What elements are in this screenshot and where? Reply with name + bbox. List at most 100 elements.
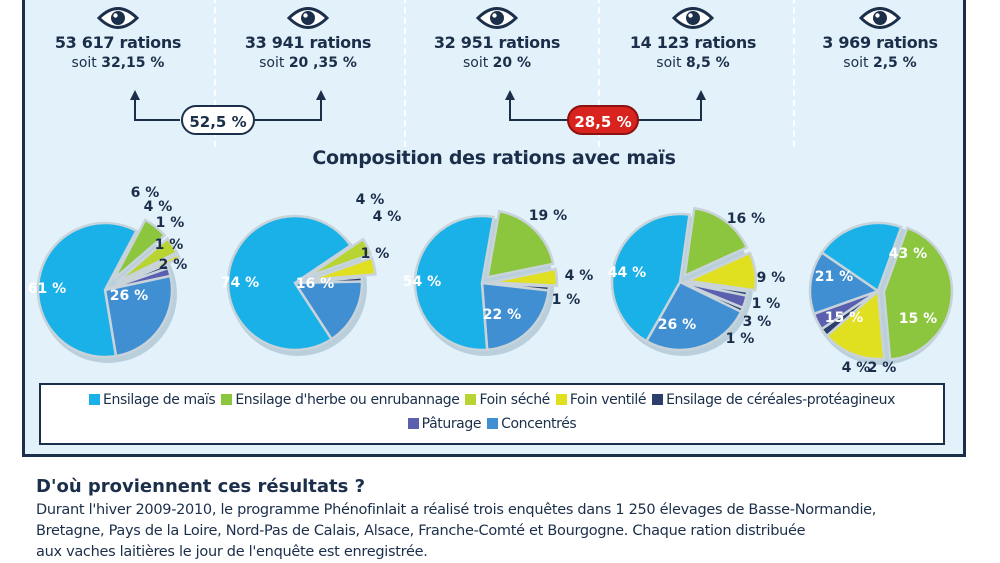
eye-icon — [287, 7, 329, 29]
pie-slice-label: 1 % — [726, 331, 755, 347]
pie-slice-label: 1 % — [155, 237, 184, 253]
pie-slice-label: 44 % — [608, 265, 646, 281]
pie-slice — [226, 214, 353, 352]
legend-swatch — [652, 394, 664, 405]
legend-label: Foin séché — [479, 392, 550, 408]
pie-slice — [292, 280, 364, 341]
legend-row: Pâturage Concentrés — [41, 415, 943, 433]
pie-slice-label: 61 % — [28, 281, 66, 297]
pie-slice — [683, 206, 749, 278]
pie-chart: 19 % 4 % 1 % 22 % 54 % — [403, 208, 593, 356]
ration-count: 53 617 rations — [54, 33, 182, 52]
pie-slice-label: 16 % — [296, 276, 334, 292]
legend-label: Ensilage de céréales-protéagineux — [666, 392, 895, 408]
pie-slice — [413, 214, 496, 352]
stat-group-3: 32 951 rations soit 20 % — [407, 5, 587, 71]
legend-item: Foin ventilé — [555, 392, 647, 408]
pie-slice-label: 1 % — [156, 215, 185, 231]
pie-slice-label: 1 % — [361, 246, 390, 262]
group-total-badge: 28,5 % — [567, 105, 639, 135]
pie-slice — [306, 237, 373, 278]
pie-slice-label: 4 % — [842, 360, 871, 376]
article-body: Durant l'hiver 2009-2010, le programme P… — [36, 500, 986, 563]
pie-slice-label: 1 % — [752, 296, 781, 312]
pie-slice — [610, 212, 691, 343]
eye-icon — [476, 7, 518, 29]
column-separator — [598, 0, 600, 147]
chart-title: Composition des rations avec maïs — [312, 147, 676, 169]
ration-count: 14 123 rations — [629, 33, 757, 52]
pie-slice — [644, 280, 743, 352]
pie-charts: 6 %4 %1 %1 %2 %26 %61 %4 %4 %1 %16 %74 %… — [28, 185, 954, 376]
pie-slice — [480, 281, 550, 352]
pie-slice-label: 2 % — [159, 257, 188, 273]
pie-slice-label: 54 % — [403, 274, 441, 290]
legend-label: Concentrés — [501, 416, 577, 432]
legend-label: Ensilage d'herbe ou enrubannage — [235, 392, 460, 408]
legend-item: Concentrés — [487, 416, 577, 432]
column-separator — [793, 0, 795, 147]
ration-share: soit 8,5 % — [656, 55, 730, 71]
pie-slice-label: 15 % — [825, 310, 863, 326]
legend-swatch — [555, 394, 567, 405]
pie-slice-label: 74 % — [221, 275, 259, 291]
pie-slice-label: 26 % — [110, 288, 148, 304]
pie-slice — [103, 274, 174, 358]
pie-slice-label: 2 % — [868, 360, 897, 376]
article-line: Durant l'hiver 2009-2010, le programme P… — [36, 502, 877, 518]
stat-group-5: 3 969 rations soit 2,5 % — [790, 5, 970, 71]
pie-slice — [820, 221, 903, 293]
pie-chart: 43 % 15 % 2 %4 % 15 % 21 % — [808, 221, 954, 376]
legend-swatch — [89, 394, 101, 405]
pie-slice-label: 43 % — [889, 246, 927, 262]
legend-item: Pâturage — [407, 416, 482, 432]
ration-share: soit 20 ,35 % — [259, 55, 357, 71]
eye-icon — [97, 7, 139, 29]
legend-item: Foin séché — [465, 392, 550, 408]
pie-slice — [683, 251, 758, 292]
column-separator — [214, 0, 216, 147]
stat-group-1: 53 617 rations soit 32,15 % — [28, 5, 208, 71]
legend-label: Pâturage — [421, 416, 482, 432]
group-total-badge: 52,5 % — [181, 105, 255, 135]
pie-slice-label: 21 % — [815, 269, 853, 285]
pie-slice-label: 6 % — [131, 185, 160, 201]
pie-slice-label: 26 % — [658, 317, 696, 333]
legend-swatch — [407, 418, 419, 429]
pie-slice-label: 4 % — [144, 199, 173, 215]
article-heading: D'où proviennent ces résultats ? — [36, 476, 366, 497]
pie-slice — [117, 252, 182, 286]
ration-count: 33 941 rations — [244, 33, 372, 52]
legend-item: Ensilage de maïs — [89, 392, 216, 408]
pie-slice-label: 1 % — [552, 292, 581, 308]
legend-label: Ensilage de maïs — [103, 392, 216, 408]
pie-slice — [308, 256, 377, 282]
legend-item: Ensilage d'herbe ou enrubannage — [221, 392, 460, 408]
legend: Ensilage de maïs Ensilage d'herbe ou enru… — [39, 383, 945, 445]
pie-slice-label: 9 % — [757, 270, 786, 286]
pie-slice — [486, 209, 555, 279]
pie-chart: 16 %9 %1 %3 %1 %26 %44 % — [608, 206, 786, 356]
legend-row: Ensilage de maïs Ensilage d'herbe ou enru… — [41, 391, 943, 409]
pie-slice-label: 19 % — [529, 208, 567, 224]
eye-icon — [672, 7, 714, 29]
pie-slice-label: 3 % — [743, 314, 772, 330]
pie-slice — [825, 288, 886, 361]
pie-slice-label: 16 % — [727, 211, 765, 227]
pie-slice-label: 4 % — [373, 209, 402, 225]
legend-item: Ensilage de céréales-protéagineux — [652, 392, 895, 408]
legend-swatch — [487, 418, 499, 429]
pie-chart: 6 %4 %1 %1 %2 %26 %61 % — [28, 185, 188, 363]
eye-icon — [859, 7, 901, 29]
ration-share: soit 20 % — [462, 55, 532, 71]
chart-panel: 53 617 rations soit 32,15 % 33 941 ratio… — [22, 0, 966, 457]
pie-slice — [112, 218, 167, 281]
pie-slice — [489, 267, 559, 287]
pie-slice-label: 4 % — [356, 192, 385, 208]
ration-count: 32 951 rations — [433, 33, 561, 52]
legend-label: Foin ventilé — [569, 392, 647, 408]
pie-slice — [808, 250, 881, 316]
ration-count: 3 969 rations — [822, 33, 938, 52]
legend-swatch — [465, 394, 477, 405]
